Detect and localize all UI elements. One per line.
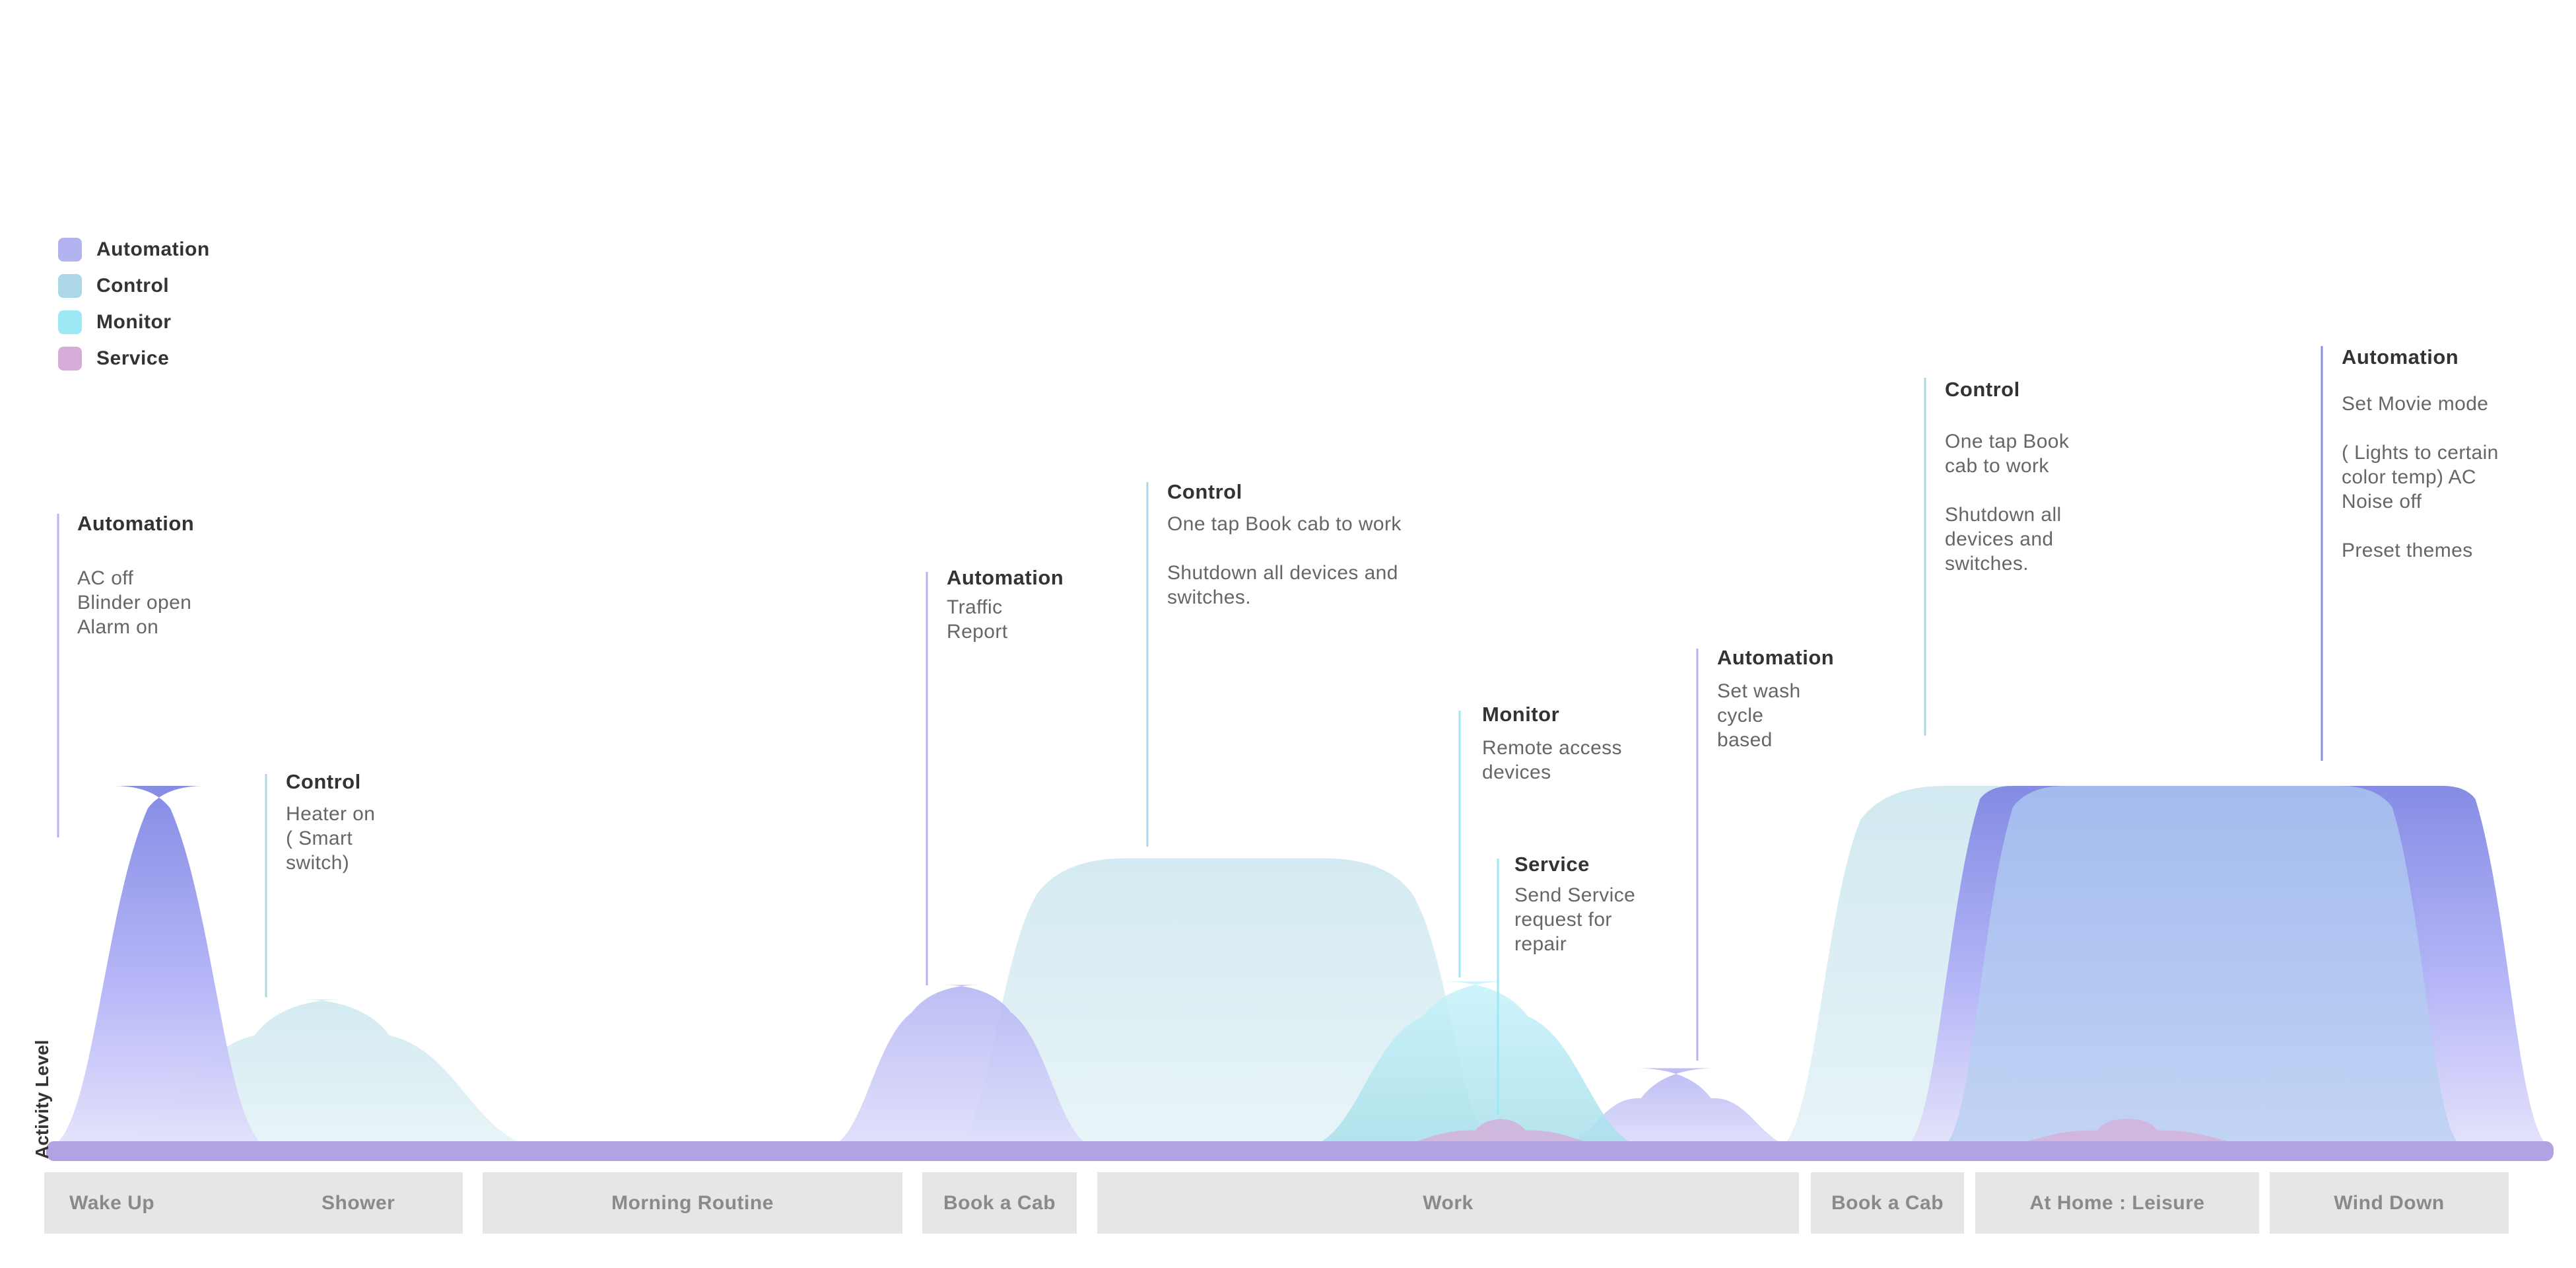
annotation-automation-wakeup: Automation AC off Blinder open Alarm on: [77, 512, 194, 639]
legend-swatch-monitor: [58, 310, 82, 334]
area-monitor-work: [1300, 981, 1651, 1148]
annotation-text: AC off Blinder open Alarm on: [77, 567, 192, 638]
x-tick-label: Book a Cab: [943, 1191, 1056, 1214]
annotation-title: Control: [1167, 480, 1242, 503]
annotation-text: Send Service request for repair: [1514, 884, 1636, 955]
phase-wind-down: Wind Down: [2270, 1172, 2509, 1234]
annotation-text: Traffic Report: [947, 596, 1008, 643]
phase-at-home-leisure: At Home : Leisure: [1975, 1172, 2259, 1234]
area-overlay-home: [1939, 786, 2466, 1148]
annotation-title: Control: [1945, 378, 2020, 401]
annotation-text: Heater on ( Smart switch): [286, 803, 376, 874]
phase-work: Work: [1097, 1172, 1799, 1234]
annotation-title: Automation: [2342, 345, 2459, 369]
annotation-text: Set wash cycle based: [1717, 680, 1801, 751]
annotation-title: Control: [286, 770, 361, 793]
x-tick-label: Morning Routine: [611, 1191, 774, 1214]
legend-swatch-control: [58, 273, 82, 298]
area-control-work: [949, 858, 1501, 1148]
x-tick-label: Shower: [322, 1191, 395, 1214]
annotation-title: Automation: [77, 512, 195, 535]
x-tick-label: Book a Cab: [1831, 1191, 1944, 1214]
legend-label: Automation: [96, 238, 210, 260]
y-axis-label: Activity Level: [32, 1039, 52, 1159]
phase-wake-up-shower: Wake Up Shower: [44, 1172, 463, 1234]
area-service-work: [1374, 1119, 1626, 1148]
area-service-home: [1977, 1119, 2278, 1148]
annotation-text: One tap Book cab to work Shutdown all de…: [1945, 431, 2070, 575]
legend-label: Control: [96, 274, 170, 297]
annotation-title: Automation: [1717, 646, 1835, 669]
baseline-band: [46, 1141, 2554, 1161]
legend-label: Service: [96, 347, 170, 369]
annotation-monitor-work: Monitor Remote access devices: [1482, 703, 1622, 785]
legend-item-monitor: Monitor: [58, 304, 210, 340]
annotation-service-work: Service Send Service request for repair: [1514, 853, 1635, 956]
legend-item-control: Control: [58, 267, 210, 304]
annotation-automation-wash: Automation Set wash cycle based: [1717, 646, 1834, 752]
annotation-automation-winddown: Automation Set Movie mode ( Lights to ce…: [2342, 345, 2499, 563]
legend-item-automation: Automation: [58, 231, 210, 267]
annotation-control-home: Control One tap Book cab to work Shutdow…: [1945, 378, 2069, 576]
annotation-text: Remote access devices: [1482, 737, 1622, 783]
annotation-automation-bookcab: Automation Traffic Report: [947, 566, 1064, 644]
area-automation-bookcab: [823, 985, 1100, 1148]
annotation-title: Service: [1514, 853, 1590, 876]
x-tick-label: Work: [1423, 1191, 1474, 1214]
annotation-text: Set Movie mode ( Lights to certain color…: [2342, 393, 2499, 561]
annotation-title: Automation: [947, 566, 1064, 589]
x-tick-label: Wind Down: [2334, 1191, 2445, 1214]
x-tick-label: Wake Up: [69, 1191, 155, 1214]
annotation-control-work: Control One tap Book cab to work Shutdow…: [1167, 480, 1402, 610]
legend-label: Monitor: [96, 310, 172, 333]
phase-book-a-cab: Book a Cab: [922, 1172, 1077, 1234]
x-tick-label: At Home : Leisure: [2029, 1191, 2205, 1214]
phase-book-a-cab-2: Book a Cab: [1811, 1172, 1964, 1234]
legend: Automation Control Monitor Service: [58, 231, 210, 376]
area-automation-wakeup: [46, 786, 272, 1148]
legend-swatch-automation: [58, 237, 82, 262]
annotation-control-shower: Control Heater on ( Smart switch): [286, 770, 375, 875]
phase-morning-routine: Morning Routine: [483, 1172, 902, 1234]
legend-item-service: Service: [58, 340, 210, 376]
annotation-title: Monitor: [1482, 703, 1560, 726]
legend-swatch-service: [58, 346, 82, 370]
annotation-text: One tap Book cab to work Shutdown all de…: [1167, 513, 1402, 608]
